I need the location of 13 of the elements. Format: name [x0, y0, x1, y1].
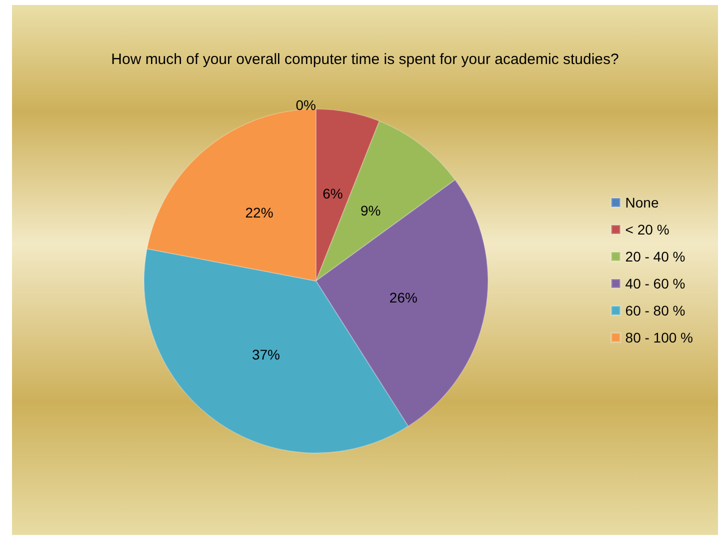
data-label: 9% — [360, 202, 381, 219]
legend-label: < 20 % — [625, 222, 670, 238]
data-label: 22% — [245, 204, 274, 220]
legend-label: 80 - 100 % — [625, 330, 694, 346]
chart-title: How much of your overall computer time is spent for your academic studies? — [111, 51, 619, 68]
data-label: 6% — [322, 186, 343, 202]
legend-label: None — [625, 194, 659, 210]
legend-label: 60 - 80 % — [625, 302, 686, 318]
data-label: 37% — [252, 346, 280, 363]
text: 0% — [296, 97, 316, 113]
legend-label: 40 - 60 % — [625, 276, 686, 292]
data-label: 26% — [389, 290, 418, 306]
legend-label: 20 - 40 % — [625, 248, 686, 264]
